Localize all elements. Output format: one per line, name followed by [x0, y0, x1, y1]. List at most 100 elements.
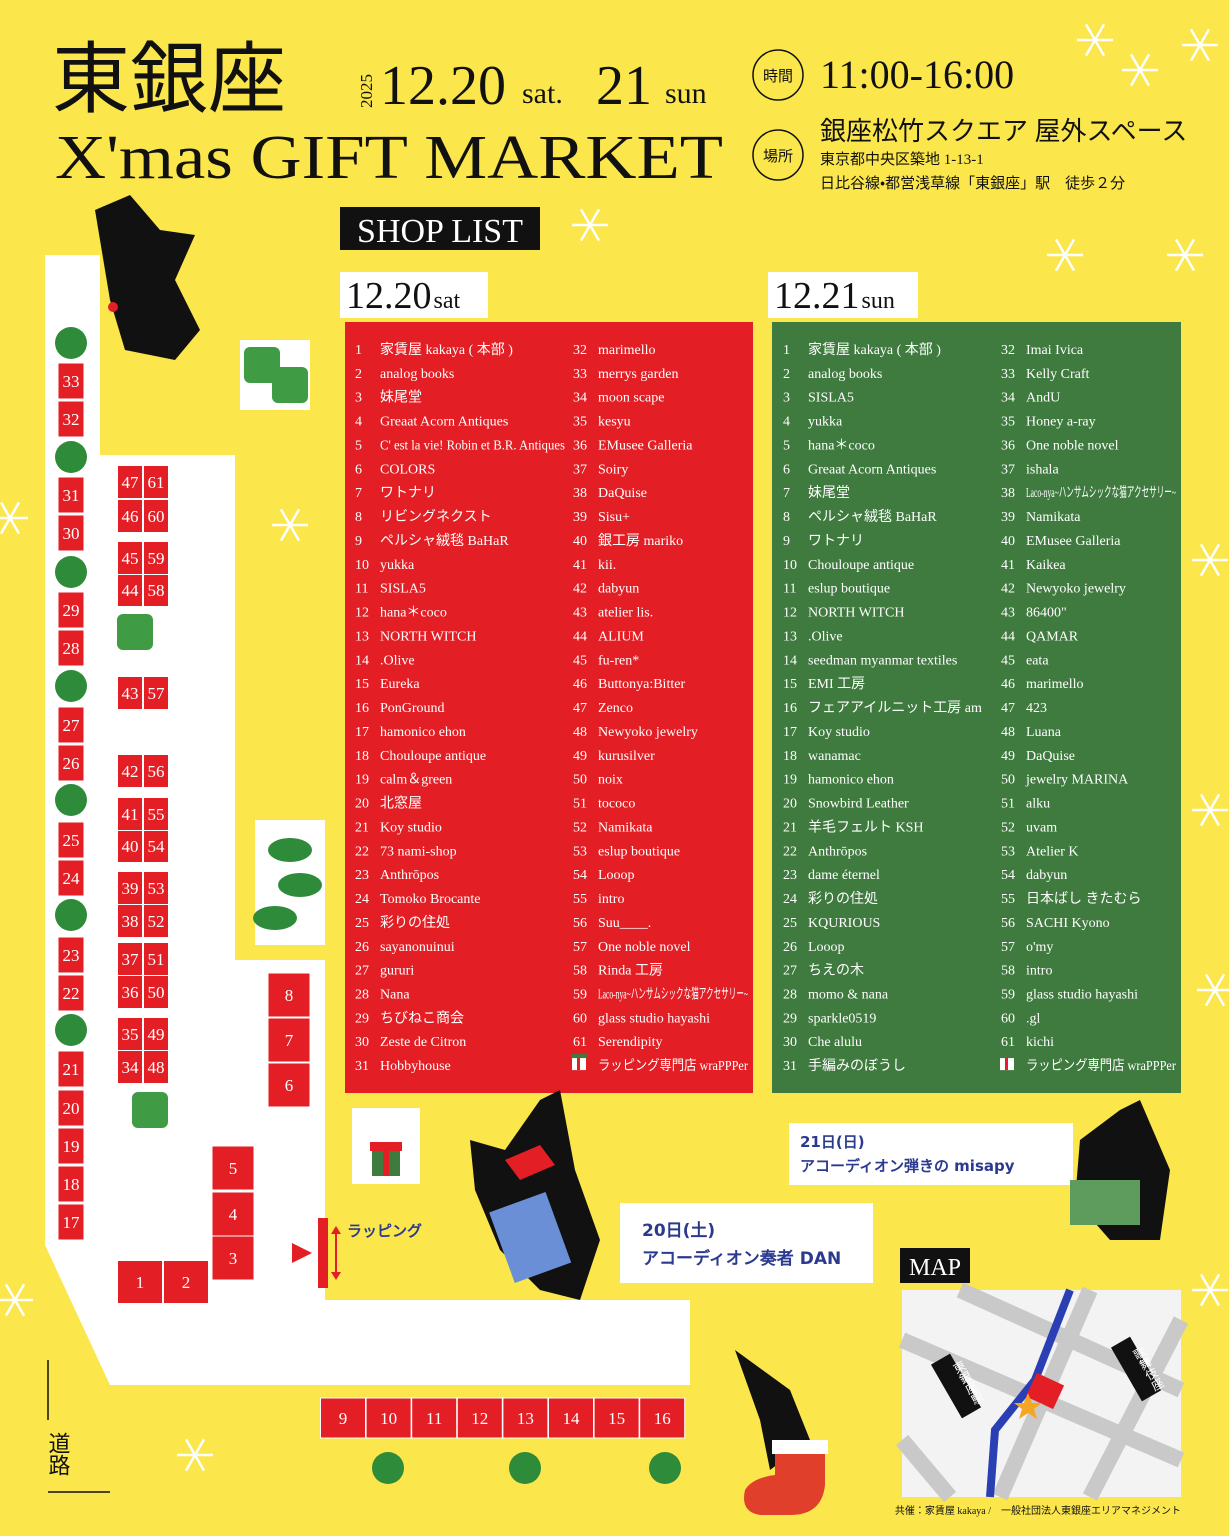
shop-name: Laco-nya~ハンサムシックな猫アクセサリー~ — [598, 986, 748, 1002]
venue: 銀座松竹スクエア 屋外スペース — [820, 117, 1187, 146]
booth-number: 2 — [182, 1273, 191, 1292]
shop-list-heading: SHOP LIST — [357, 213, 523, 250]
shop-number: 51 — [573, 797, 587, 812]
shop-name: hana＊coco — [808, 438, 875, 453]
shop-name: Greaat Acorn Antiques — [380, 415, 508, 430]
booth-number: 11 — [426, 1409, 442, 1428]
shop-number: 1 — [783, 343, 790, 358]
shop-number: 52 — [573, 820, 587, 835]
bush — [55, 441, 87, 473]
shop-number: 31 — [355, 1059, 369, 1074]
shop-number: 56 — [573, 916, 587, 931]
booth — [57, 629, 85, 667]
shop-name: 423 — [1026, 701, 1047, 716]
shop-name: calm＆green — [380, 773, 452, 788]
shop-number: 25 — [355, 916, 369, 931]
booth-number: 12 — [471, 1409, 488, 1428]
booth — [143, 829, 169, 863]
bush — [55, 670, 87, 702]
list-panel — [345, 322, 753, 1093]
shop-name: sparkle0519 — [808, 1011, 876, 1026]
shop-name: Che alulu — [808, 1035, 862, 1050]
booth-number: 54 — [148, 837, 166, 856]
shop-name: 彩りの住処 — [380, 915, 450, 931]
booth-number: 61 — [148, 473, 165, 492]
shop-number: 49 — [573, 749, 587, 764]
shop-name: uvam — [1026, 820, 1057, 835]
shop-name: 家賃屋 kakaya ( 本部 ) — [380, 341, 513, 358]
snowflake — [0, 501, 28, 535]
shop-number: 21 — [355, 820, 369, 835]
shop-number: 34 — [573, 391, 587, 406]
shop-number: 26 — [355, 940, 369, 955]
shop-name: kichi — [1026, 1035, 1054, 1050]
wrapping-bar — [318, 1218, 328, 1288]
shop-name: ワトナリ — [380, 486, 436, 501]
shop-number: 35 — [1001, 415, 1015, 430]
booth — [57, 706, 85, 744]
gift-lid — [571, 1054, 587, 1059]
shop-name: yukka — [380, 558, 415, 573]
booth-number: 18 — [63, 1175, 80, 1194]
event-title: アコーディオン奏者 DAN — [642, 1248, 841, 1269]
bush — [649, 1452, 681, 1484]
booth — [57, 362, 85, 400]
booth-number: 13 — [517, 1409, 534, 1428]
shop-number: 41 — [573, 558, 587, 573]
bush — [55, 327, 87, 359]
shop-name: Atelier K — [1026, 844, 1078, 859]
shop-number: 15 — [783, 677, 797, 692]
booth — [57, 400, 85, 438]
heading-box — [900, 1248, 970, 1283]
event-title: アコーディオン弾きの misapy — [800, 1157, 1015, 1175]
booth — [117, 573, 143, 607]
bamboo — [244, 347, 280, 383]
shop-name: glass studio hayashi — [598, 1011, 710, 1026]
shop-number: 14 — [355, 653, 369, 668]
shop-name: One noble novel — [1026, 438, 1119, 453]
shop-name: 妹尾堂 — [380, 390, 422, 406]
booth-number: 43 — [122, 684, 139, 703]
booth-number: 55 — [148, 805, 165, 824]
snowflake — [1047, 238, 1083, 272]
event-date: 21日(日) — [800, 1133, 865, 1151]
shop-name: .gl — [1026, 1011, 1041, 1026]
shop-number: 29 — [355, 1011, 369, 1026]
shop-number: 12 — [783, 606, 797, 621]
booth — [548, 1397, 594, 1439]
shop-name: ALIUM — [598, 629, 644, 644]
booth-number: 8 — [285, 986, 294, 1005]
shop-name: Greaat Acorn Antiques — [808, 462, 936, 477]
title-en: X'mas GIFT MARKET — [55, 124, 723, 192]
date-box — [340, 272, 488, 318]
bamboo — [117, 614, 153, 650]
shop-number: 60 — [1001, 1011, 1015, 1026]
shop-number: 57 — [1001, 940, 1015, 955]
snowflake-arm — [1199, 1273, 1221, 1307]
booth-number: 44 — [122, 581, 140, 600]
booth — [57, 1203, 85, 1241]
booth — [163, 1260, 209, 1304]
shop-number: 44 — [1001, 629, 1015, 644]
shop-number: 43 — [573, 606, 587, 621]
snowflake-arm — [1199, 543, 1221, 577]
booth-number: 14 — [563, 1409, 581, 1428]
shop-name: tococo — [598, 797, 635, 812]
shop-number: 28 — [783, 987, 797, 1002]
shop-name: EMusee Galleria — [598, 438, 693, 453]
shop-number: 19 — [355, 773, 369, 788]
shop-name: intro — [598, 892, 624, 907]
shop-number: 31 — [783, 1059, 797, 1074]
shop-name: Snowbird Leather — [808, 797, 909, 812]
snowflake-arm — [4, 1283, 26, 1317]
shop-number: 59 — [573, 987, 587, 1002]
booth — [143, 1017, 169, 1051]
shop-name: 羊毛フェルト KSH — [808, 819, 924, 835]
shop-number: 40 — [1001, 534, 1015, 549]
shop-number: 20 — [355, 797, 369, 812]
shop-number: 54 — [573, 868, 587, 883]
shop-name: Hobbyhouse — [380, 1059, 451, 1074]
shop-number: 22 — [783, 844, 797, 859]
bush — [372, 1452, 404, 1484]
